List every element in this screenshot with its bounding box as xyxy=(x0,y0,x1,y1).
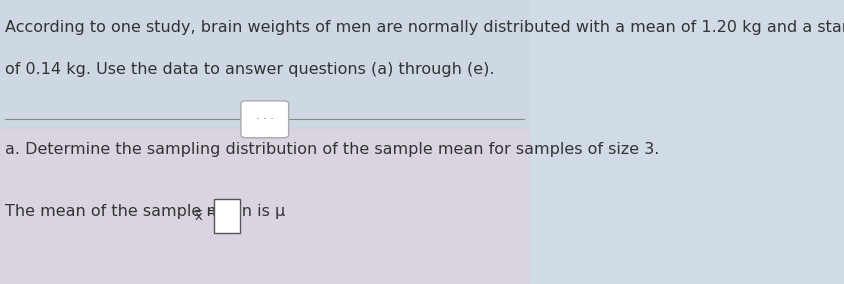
Text: According to one study, brain weights of men are normally distributed with a mea: According to one study, brain weights of… xyxy=(5,20,844,35)
Text: a. Determine the sampling distribution of the sample mean for samples of size 3.: a. Determine the sampling distribution o… xyxy=(5,142,659,157)
Text: of 0.14 kg. Use the data to answer questions (a) through (e).: of 0.14 kg. Use the data to answer quest… xyxy=(5,62,495,78)
FancyBboxPatch shape xyxy=(214,199,240,233)
Text: The mean of the sample mean is μ: The mean of the sample mean is μ xyxy=(5,204,285,220)
Bar xyxy=(0,119,529,284)
Text: · · ·: · · · xyxy=(256,114,273,124)
Bar xyxy=(0,0,529,119)
FancyBboxPatch shape xyxy=(241,101,289,138)
Bar xyxy=(0,0,529,128)
Text: =: = xyxy=(206,204,219,220)
Bar xyxy=(0,128,529,284)
Text: x̅: x̅ xyxy=(195,210,203,223)
